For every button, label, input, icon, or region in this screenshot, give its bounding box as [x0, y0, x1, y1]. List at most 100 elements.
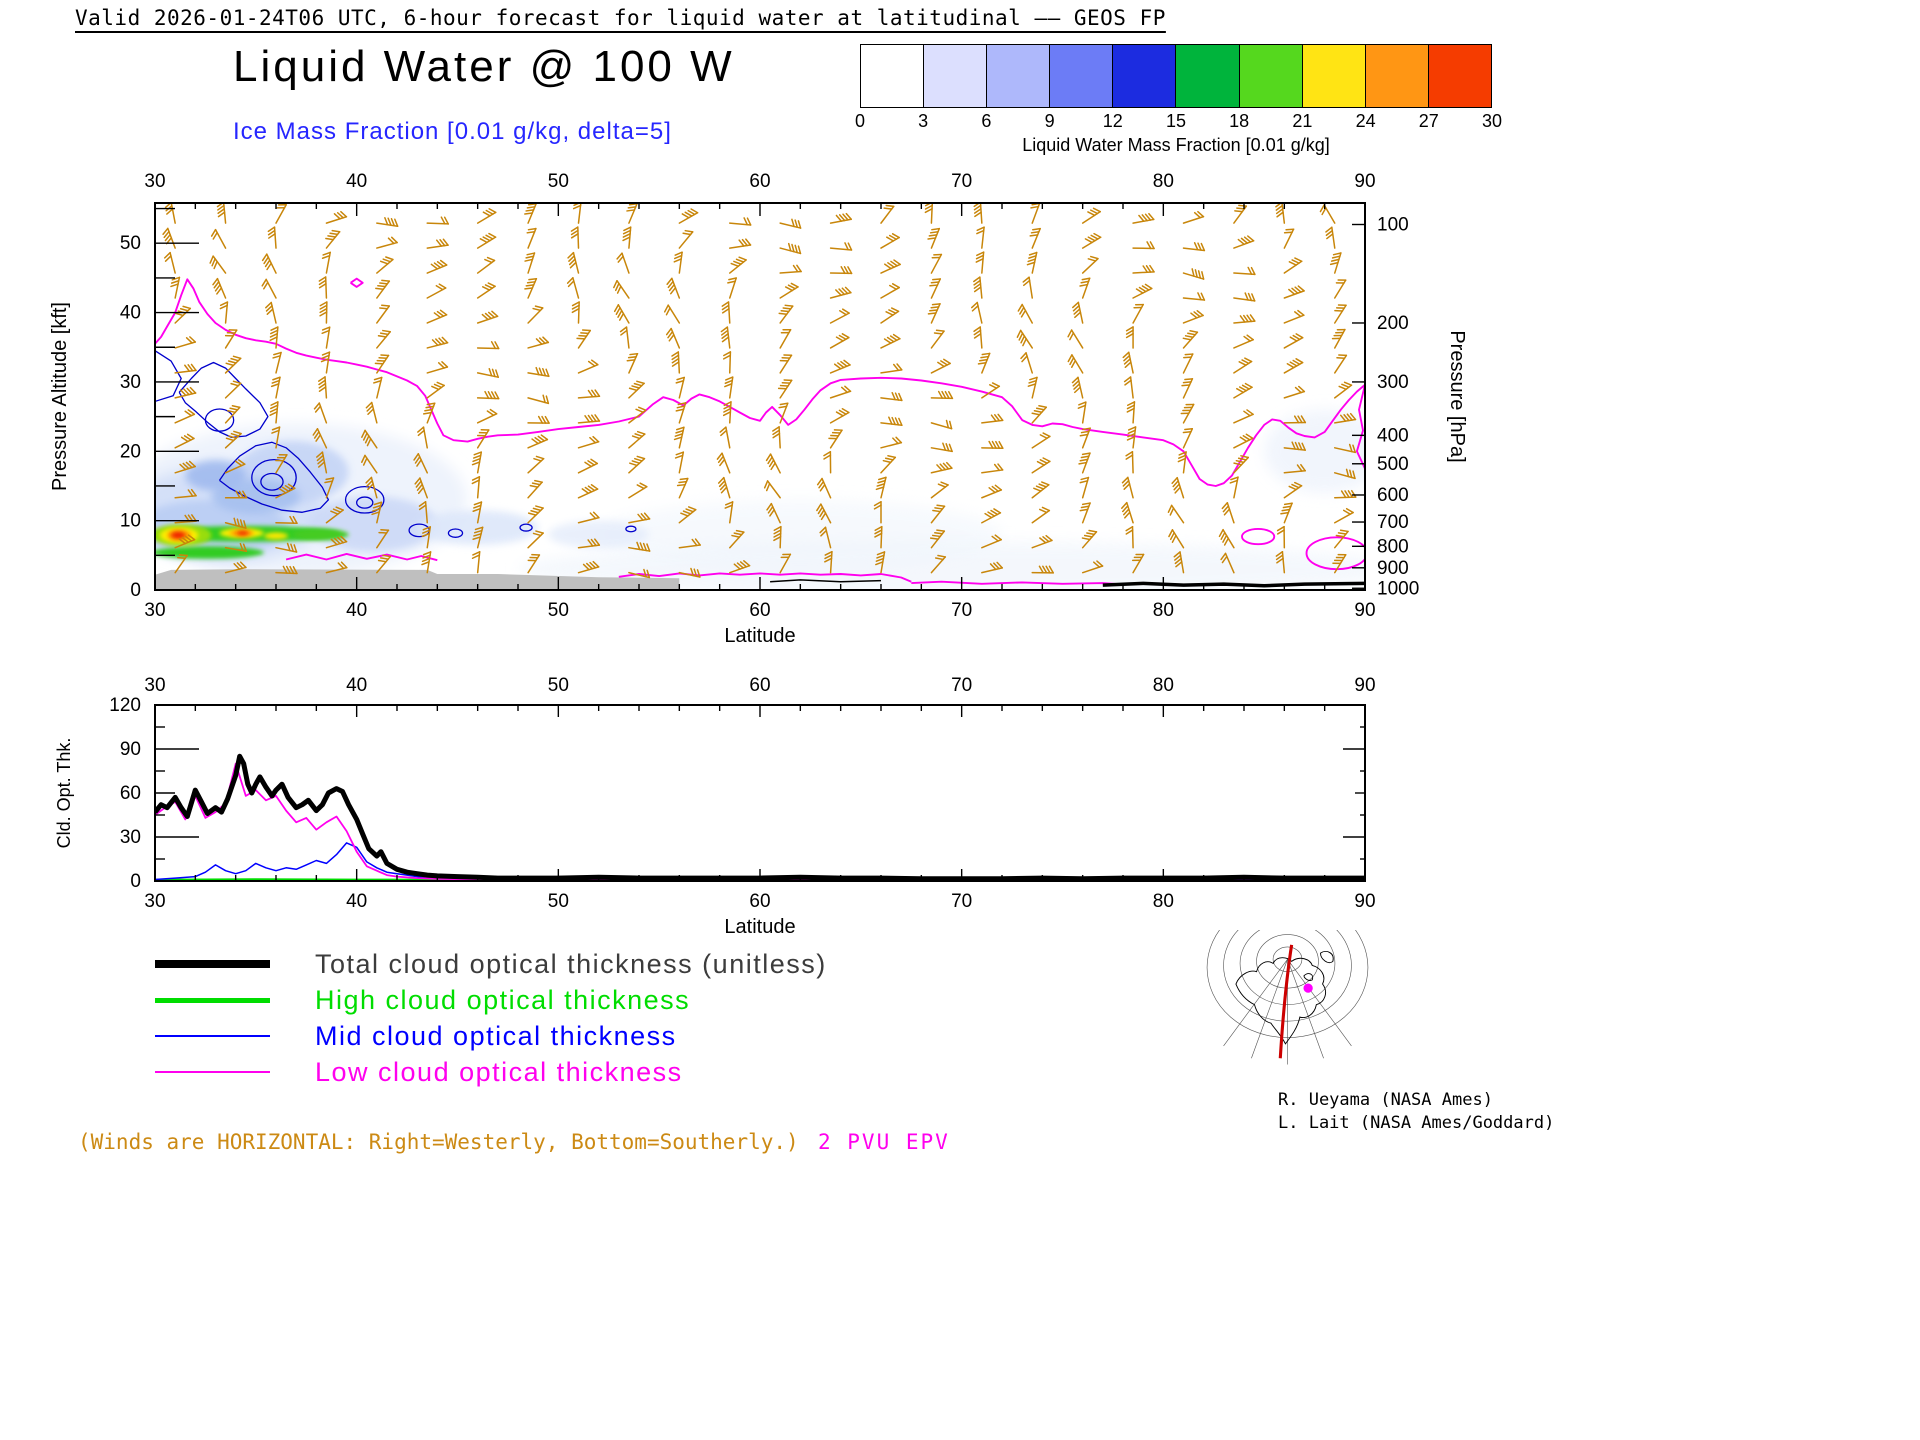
colorbar-segment: [1365, 45, 1429, 107]
svg-text:80: 80: [1153, 675, 1174, 696]
colorbar-segment: [1428, 45, 1491, 107]
colorbar-tick-label: 30: [1481, 111, 1503, 131]
svg-text:60: 60: [749, 600, 770, 621]
svg-text:Pressure Altitude [kft]: Pressure Altitude [kft]: [49, 302, 71, 491]
legend-label: High cloud optical thickness: [315, 984, 691, 1015]
credit-line-2: L. Lait (NASA Ames/Goddard): [1278, 1113, 1555, 1133]
svg-text:70: 70: [951, 171, 972, 192]
cloud-optical-thickness-plot: 3030404050506060707080809090Latitude0306…: [54, 675, 1376, 938]
svg-text:40: 40: [120, 303, 141, 324]
svg-text:20: 20: [120, 441, 141, 462]
svg-text:30: 30: [120, 372, 141, 393]
svg-text:700: 700: [1377, 512, 1409, 533]
ice-mass-fraction-contours: [155, 350, 637, 538]
colorbar-tick-label: 12: [1102, 111, 1123, 131]
svg-text:40: 40: [346, 600, 367, 621]
colorbar-tick-label: 0: [854, 111, 866, 131]
colorbar-segment: [1050, 45, 1114, 107]
svg-text:800: 800: [1377, 536, 1409, 557]
colorbar-segment: [1239, 45, 1303, 107]
surface-lines: [770, 579, 1365, 588]
svg-text:80: 80: [1153, 891, 1174, 912]
svg-text:30: 30: [120, 827, 141, 848]
svg-text:40: 40: [346, 675, 367, 696]
svg-text:30: 30: [144, 600, 165, 621]
colorbar-segment: [1302, 45, 1366, 107]
colorbar-segment: [1176, 45, 1240, 107]
pvu-epv-label: 2 PVU EPV: [818, 1130, 950, 1154]
colorbar-tick-label: 21: [1292, 111, 1313, 131]
legend-item: High cloud optical thickness: [155, 982, 827, 1018]
credit-line-1: R. Ueyama (NASA Ames): [1278, 1090, 1493, 1110]
svg-text:300: 300: [1377, 372, 1409, 393]
svg-text:0: 0: [130, 580, 141, 601]
svg-text:200: 200: [1377, 313, 1409, 334]
colorbar-tick-label: 24: [1355, 111, 1376, 131]
svg-text:50: 50: [548, 600, 569, 621]
pvu-2-contour: [155, 277, 1365, 586]
legend-label: Total cloud optical thickness (unitless): [315, 948, 827, 979]
map-location-dot: [1303, 983, 1313, 993]
colorbar-segment: [861, 45, 925, 107]
svg-text:30: 30: [144, 891, 165, 912]
forecast-header: Valid 2026-01-24T06 UTC, 6-hour forecast…: [75, 6, 1166, 30]
svg-text:70: 70: [951, 600, 972, 621]
legend: Total cloud optical thickness (unitless)…: [155, 946, 827, 1090]
series-low: [155, 762, 1365, 881]
winds-note: (Winds are HORIZONTAL: Right=Westerly, B…: [78, 1130, 799, 1154]
wind-barbs-layer: [162, 203, 1357, 579]
svg-text:400: 400: [1377, 425, 1409, 446]
svg-text:70: 70: [951, 891, 972, 912]
axes-ticks: [154, 203, 1366, 591]
svg-text:80: 80: [1153, 171, 1174, 192]
svg-text:900: 900: [1377, 558, 1409, 579]
svg-text:40: 40: [346, 891, 367, 912]
legend-swatch: [155, 1071, 270, 1073]
plot-interior: [155, 203, 1365, 590]
map-100w-meridian-line: [1278, 944, 1294, 1059]
svg-text:Pressure [hPa]: Pressure [hPa]: [1446, 330, 1468, 462]
svg-text:60: 60: [120, 783, 141, 804]
svg-text:600: 600: [1377, 485, 1409, 506]
svg-text:100: 100: [1377, 215, 1409, 236]
svg-text:70: 70: [951, 675, 972, 696]
svg-text:60: 60: [749, 171, 770, 192]
svg-text:80: 80: [1153, 600, 1174, 621]
svg-text:90: 90: [1354, 171, 1375, 192]
map-graticule: [1206, 930, 1369, 1065]
cloud-series-layer: [155, 753, 1365, 881]
svg-text:50: 50: [548, 891, 569, 912]
svg-text:90: 90: [1354, 675, 1375, 696]
colorbar-ramp: [860, 44, 1492, 108]
colorbar-tick-label: 6: [981, 111, 992, 131]
colorbar: 0 3 6 9 12 15 18 21 24 27 30 Liquid Water Mass Fra…: [855, 44, 1502, 156]
legend-swatch: [155, 1035, 270, 1037]
svg-text:Latitude: Latitude: [724, 625, 795, 647]
legend-swatch: [155, 997, 270, 1003]
svg-text:0: 0: [130, 871, 141, 892]
legend-item: Total cloud optical thickness (unitless): [155, 946, 827, 982]
svg-text:90: 90: [120, 739, 141, 760]
legend-label: Low cloud optical thickness: [315, 1056, 683, 1087]
svg-text:60: 60: [749, 891, 770, 912]
plot-title: Liquid Water @ 100 W: [233, 42, 735, 91]
colorbar-segment: [1113, 45, 1177, 107]
svg-text:10: 10: [120, 511, 141, 532]
colorbar-label: Liquid Water Mass Fraction [0.01 g/kg]: [1022, 135, 1330, 155]
colorbar-tick-label: 18: [1229, 111, 1250, 131]
colorbar-tick-labels: 0 3 6 9 12 15 18 21 24 27 30: [855, 111, 1502, 133]
colorbar-tick-label: 27: [1418, 111, 1439, 131]
svg-text:50: 50: [548, 675, 569, 696]
colorbar-tick-label: 15: [1165, 111, 1187, 131]
legend-item: Mid cloud optical thickness: [155, 1018, 827, 1054]
cross-section-plot: 30 30 40 40 50 50 60 60 70 70 80 80 90 90 Latitude 0 10 2…: [49, 171, 1468, 647]
svg-text:50: 50: [548, 171, 569, 192]
legend-swatch: [155, 960, 270, 968]
svg-text:30: 30: [144, 675, 165, 696]
svg-text:30: 30: [144, 171, 165, 192]
legend-item: Low cloud optical thickness: [155, 1054, 827, 1090]
svg-text:50: 50: [120, 233, 141, 254]
svg-text:40: 40: [346, 171, 367, 192]
colorbar-segment: [987, 45, 1051, 107]
svg-text:90: 90: [1354, 600, 1375, 621]
